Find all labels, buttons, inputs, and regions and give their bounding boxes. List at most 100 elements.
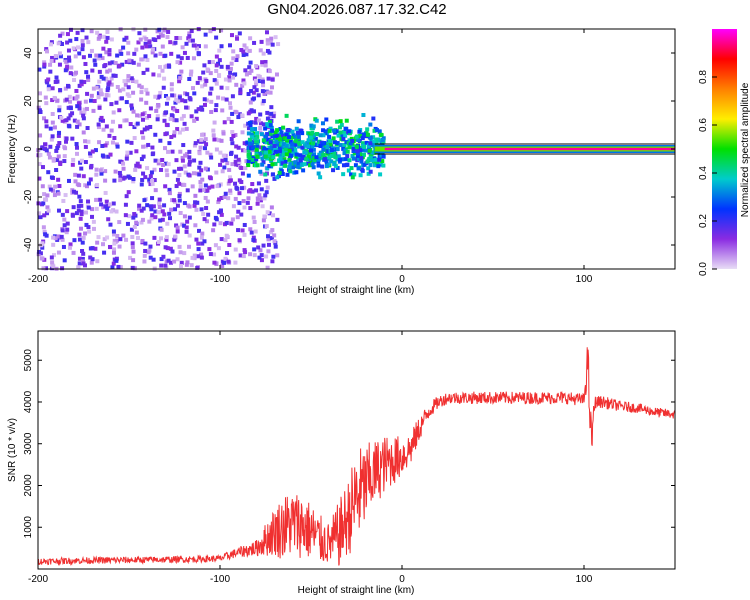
spectrogram-cell	[165, 173, 170, 178]
spectrogram-cell	[163, 263, 168, 268]
spectrogram-cell	[112, 247, 117, 252]
spectrogram-cell	[331, 136, 336, 141]
spectrogram-cell	[172, 259, 177, 264]
spectrogram-cell	[329, 154, 334, 159]
spectrogram-cell	[235, 215, 240, 220]
spectrogram-cell	[230, 129, 235, 134]
spectrogram-cell	[60, 118, 65, 123]
spectrogram-cell	[255, 150, 260, 155]
spectrogram-cell	[141, 154, 146, 159]
spectrogram-cell	[94, 167, 99, 172]
spectrogram-cell	[341, 172, 346, 177]
spectrogram-cell	[220, 108, 225, 113]
spectrogram-cell	[160, 217, 165, 222]
spectrogram-cell	[155, 117, 160, 122]
spectrogram-cell	[139, 182, 144, 187]
spectrogram-cell	[80, 38, 85, 43]
spectrogram-cell	[111, 261, 116, 266]
spectrogram-cell	[98, 53, 103, 58]
spectrogram-cell	[257, 193, 262, 198]
spectrogram-cell	[380, 159, 385, 164]
spectrogram-cell	[284, 113, 289, 118]
spectrogram-cell	[242, 222, 247, 227]
spectrogram-cell	[324, 159, 329, 164]
spectrogram-cell	[63, 68, 68, 73]
spectrogram-cell	[371, 135, 376, 140]
spectrogram-cell	[310, 144, 315, 149]
spectrogram-cell	[262, 91, 267, 96]
spectrogram-cell	[136, 62, 141, 67]
spectrogram-cell	[151, 204, 156, 209]
spectrogram-cell	[93, 246, 98, 251]
spectrogram-cell	[114, 100, 119, 105]
spectrogram-cell	[264, 178, 269, 183]
colorbar-label: Normalized spectral amplitude	[740, 82, 750, 217]
spectrogram-cell	[199, 235, 204, 240]
spectrogram-cell	[67, 124, 72, 129]
spectrogram-cell	[123, 82, 128, 87]
spectrogram-cell	[104, 77, 109, 82]
spectrogram-cell	[51, 188, 56, 193]
spectrogram-cell	[298, 158, 303, 163]
spectrogram-cell	[117, 170, 122, 175]
spectrogram-cell	[220, 96, 225, 101]
spectrogram-cell	[90, 207, 95, 212]
spectrogram-cell	[227, 179, 232, 184]
spectrogram-cell	[345, 149, 350, 154]
spectrogram-cell	[257, 255, 262, 260]
spectrogram-cell	[332, 151, 337, 156]
spectrogram-cell	[241, 199, 246, 204]
spectrogram-cell	[240, 171, 245, 176]
spectrogram-cell	[86, 139, 91, 144]
spectrogram-cell	[153, 188, 158, 193]
spectrogram-cell	[131, 177, 136, 182]
spectrogram-cell	[144, 125, 149, 130]
spectrogram-cell	[316, 163, 321, 168]
spectrogram-cell	[111, 229, 116, 234]
spectrogram-cell	[128, 255, 133, 260]
spectrogram-cell	[250, 160, 255, 165]
spectrogram-cell	[129, 106, 134, 111]
spectrogram-cell	[212, 137, 217, 142]
spectrogram-cell	[267, 120, 272, 125]
spectrogram-cell	[78, 160, 83, 165]
spectrogram-cell	[176, 54, 181, 59]
spectrogram-cell	[249, 230, 254, 235]
spectrogram-cell	[144, 100, 149, 105]
y-tick-label: 4000	[23, 390, 34, 413]
spectrogram-cell	[178, 149, 183, 154]
x-tick-label: -100	[210, 274, 230, 285]
spectrogram-cell	[140, 112, 145, 117]
spectrogram-cell	[294, 154, 299, 159]
spectrogram-cell	[62, 223, 67, 228]
spectrogram-cell	[79, 209, 84, 214]
spectrogram-cell	[88, 255, 93, 260]
spectrogram-cell	[145, 58, 150, 63]
colorbar-tick-label: 0.4	[698, 166, 709, 180]
spectrogram-cell	[214, 69, 219, 74]
spectrogram-cell	[71, 157, 76, 162]
spectrogram-cell	[264, 190, 269, 195]
spectrogram-cell	[299, 128, 304, 133]
spectrogram-cell	[289, 153, 294, 158]
spectrogram-cell	[52, 125, 57, 130]
spectrogram-cell	[237, 160, 242, 165]
spectrogram-cell	[55, 145, 60, 150]
spectrogram-cell	[284, 137, 289, 142]
spectrogram-cell	[117, 63, 122, 68]
spectrogram-cell	[340, 157, 345, 162]
spectrogram-cell	[268, 140, 273, 145]
spectrogram-cell	[344, 118, 349, 123]
spectrogram-cell	[77, 232, 82, 237]
spectrogram-cell	[122, 118, 127, 123]
spectrogram-cell	[153, 209, 158, 214]
spectrogram-cell	[358, 134, 363, 139]
spectrogram-cell	[118, 49, 123, 54]
spectrogram-cell	[174, 97, 179, 102]
spectrogram-cell	[271, 254, 276, 259]
spectrogram-cell	[257, 74, 262, 79]
colorbar-tick-label: 0.2	[698, 214, 709, 228]
spectrogram-cell	[82, 110, 87, 115]
spectrogram-cell	[105, 235, 110, 240]
spectrogram-cell	[141, 206, 146, 211]
